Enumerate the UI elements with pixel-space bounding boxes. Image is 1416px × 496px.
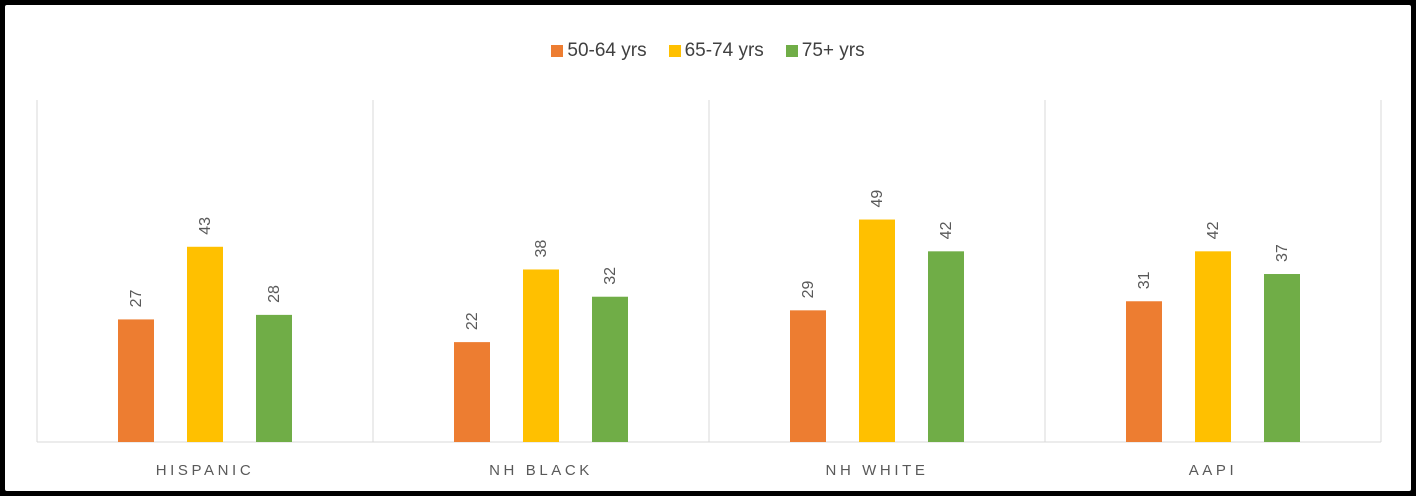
data-label: 32 <box>602 267 619 285</box>
data-label: 38 <box>533 240 550 258</box>
bar-nh-white-1 <box>790 310 826 442</box>
data-label: 29 <box>800 280 817 298</box>
legend-label-65-74: 65-74 yrs <box>684 40 764 61</box>
legend-swatch-75-plus <box>785 45 798 57</box>
data-label: 42 <box>938 221 955 239</box>
legend-swatch-65-74 <box>668 45 681 57</box>
bar-aapi-1 <box>1126 301 1162 442</box>
bar-hispanic-2 <box>187 246 223 442</box>
data-label: 27 <box>128 290 145 308</box>
data-label: 22 <box>464 312 481 330</box>
data-label: 37 <box>1274 244 1291 262</box>
legend-label-50-64: 50-64 yrs <box>567 40 647 61</box>
category-label: NH WHITE <box>826 462 929 479</box>
legend-label-75-plus: 75+ yrs <box>801 40 865 61</box>
chart-frame <box>5 5 1411 491</box>
bar-nh-black-1 <box>454 342 490 442</box>
bar-aapi-3 <box>1264 274 1300 442</box>
legend-swatch-50-64 <box>551 45 564 57</box>
bar-nh-white-3 <box>928 251 964 442</box>
legend-item-65-74: 65-74 yrs <box>668 40 764 62</box>
category-label: HISPANIC <box>156 462 255 479</box>
bar-nh-black-3 <box>592 296 628 442</box>
category-label: NH BLACK <box>489 462 593 479</box>
data-label: 49 <box>869 190 886 208</box>
bar-hispanic-3 <box>256 314 292 442</box>
bar-nh-white-2 <box>859 219 895 442</box>
data-label: 28 <box>266 285 283 303</box>
bar-hispanic-1 <box>118 319 154 442</box>
bar-nh-black-2 <box>523 269 559 442</box>
data-label: 31 <box>1136 271 1153 289</box>
bar-aapi-2 <box>1195 251 1231 442</box>
chart-legend: 50-64 yrs 65-74 yrs 75+ yrs <box>0 40 1416 62</box>
legend-item-50-64: 50-64 yrs <box>551 40 647 62</box>
data-label: 43 <box>197 217 214 235</box>
category-label: AAPI <box>1189 462 1238 479</box>
data-label: 42 <box>1205 221 1222 239</box>
legend-item-75-plus: 75+ yrs <box>785 40 865 62</box>
